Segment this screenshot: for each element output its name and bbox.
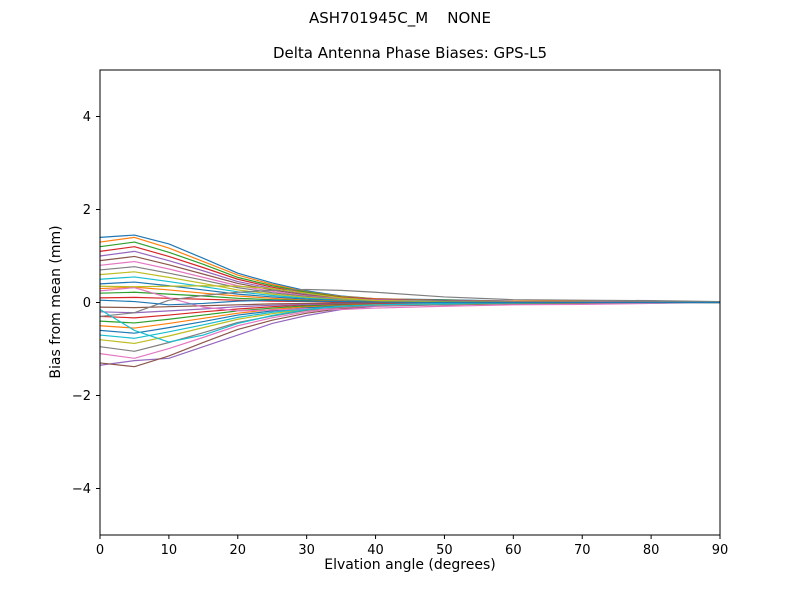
series-s09 (99, 271, 720, 304)
x-tick-label: 20 (230, 543, 247, 558)
y-tick-label: 0 (83, 296, 91, 311)
series-s31 (99, 299, 720, 306)
x-tick-label: 90 (712, 543, 729, 558)
series-s03 (99, 241, 721, 304)
x-tick-label: 50 (436, 543, 453, 558)
y-tick-label: 2 (83, 203, 91, 218)
figure-suptitle: ASH701945C_M NONE (308, 9, 492, 27)
x-tick-label: 40 (367, 543, 384, 558)
series-s16 (99, 301, 721, 368)
y-tick-label: 4 (83, 110, 91, 125)
y-axis-label: Bias from mean (mm) (48, 225, 64, 379)
x-tick-label: 30 (298, 543, 315, 558)
y-tick-label: −4 (72, 482, 91, 497)
x-tick-label: 80 (643, 543, 660, 558)
series-s15 (99, 301, 721, 366)
x-tick-label: 10 (161, 543, 178, 558)
y-tick-label: −2 (72, 389, 91, 404)
x-axis-label: Elvation angle (degrees) (324, 557, 496, 573)
series-s28 (99, 288, 721, 318)
x-tick-label: 60 (505, 543, 522, 558)
x-tick-label: 70 (574, 543, 591, 558)
chart-title: Delta Antenna Phase Biases: GPS-L5 (272, 44, 548, 62)
x-tick-label: 0 (96, 543, 104, 558)
